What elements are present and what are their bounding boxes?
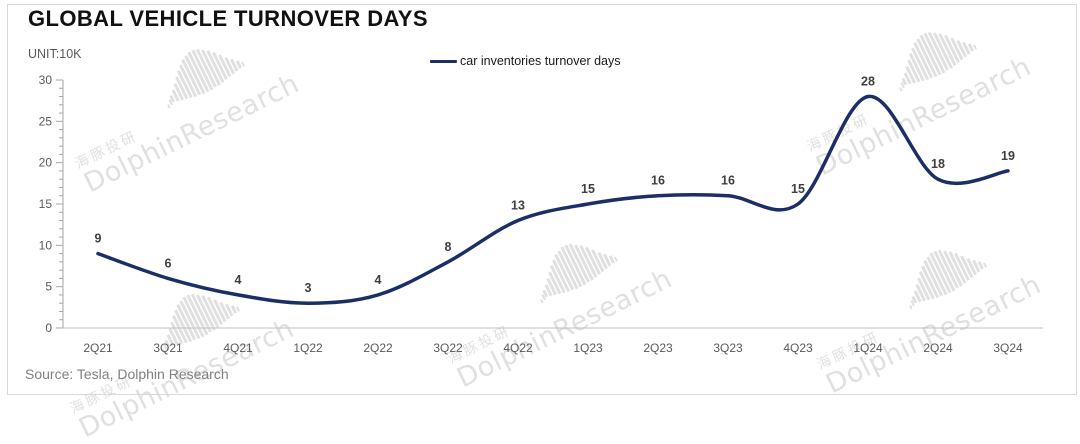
- chart-legend: car inventories turnover days: [430, 54, 621, 68]
- legend-label: car inventories turnover days: [460, 54, 621, 68]
- svg-text:3Q22: 3Q22: [433, 341, 463, 355]
- svg-text:4Q22: 4Q22: [503, 341, 533, 355]
- svg-text:8: 8: [445, 240, 452, 254]
- svg-text:15: 15: [581, 182, 595, 196]
- svg-text:6: 6: [165, 256, 172, 270]
- svg-text:25: 25: [39, 114, 53, 128]
- svg-text:3Q23: 3Q23: [713, 341, 743, 355]
- svg-text:4Q21: 4Q21: [223, 341, 253, 355]
- unit-label: UNIT:10K: [28, 47, 82, 61]
- svg-text:10: 10: [39, 238, 53, 252]
- svg-text:9: 9: [95, 232, 102, 246]
- svg-text:2Q22: 2Q22: [363, 341, 393, 355]
- svg-text:4: 4: [375, 273, 382, 287]
- svg-text:18: 18: [931, 157, 945, 171]
- svg-text:3: 3: [305, 281, 312, 295]
- legend-line-marker: [430, 59, 457, 63]
- svg-text:4: 4: [235, 273, 242, 287]
- svg-text:4Q23: 4Q23: [783, 341, 813, 355]
- svg-text:2Q21: 2Q21: [83, 341, 113, 355]
- svg-text:16: 16: [651, 174, 665, 188]
- svg-text:1Q24: 1Q24: [853, 341, 883, 355]
- svg-text:15: 15: [39, 197, 53, 211]
- svg-text:0: 0: [45, 321, 52, 335]
- svg-text:16: 16: [721, 174, 735, 188]
- svg-text:2Q24: 2Q24: [923, 341, 953, 355]
- svg-text:20: 20: [39, 156, 53, 170]
- svg-text:2Q23: 2Q23: [643, 341, 673, 355]
- page-title: GLOBAL VEHICLE TURNOVER DAYS: [28, 6, 428, 31]
- svg-text:5: 5: [45, 280, 52, 294]
- svg-text:19: 19: [1001, 149, 1015, 163]
- svg-text:28: 28: [861, 75, 875, 89]
- svg-text:30: 30: [39, 73, 53, 87]
- svg-text:15: 15: [791, 182, 805, 196]
- svg-text:1Q22: 1Q22: [293, 341, 323, 355]
- svg-text:13: 13: [511, 199, 525, 213]
- source-note: Source: Tesla, Dolphin Research: [25, 366, 229, 382]
- svg-text:3Q21: 3Q21: [153, 341, 183, 355]
- svg-text:3Q24: 3Q24: [993, 341, 1023, 355]
- svg-text:1Q23: 1Q23: [573, 341, 603, 355]
